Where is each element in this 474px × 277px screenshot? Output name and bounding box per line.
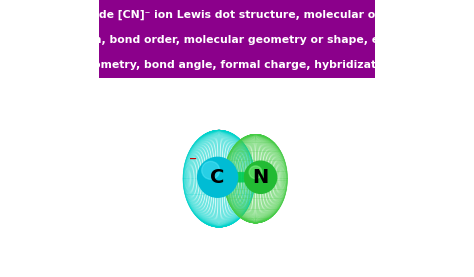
Text: −: −: [189, 154, 197, 164]
Text: N: N: [253, 168, 269, 187]
Ellipse shape: [216, 172, 262, 183]
Circle shape: [245, 161, 277, 193]
Circle shape: [198, 157, 237, 197]
Circle shape: [202, 161, 219, 179]
Circle shape: [249, 166, 262, 179]
Text: C: C: [210, 168, 225, 187]
Text: geometry, bond angle, formal charge, hybridization: geometry, bond angle, formal charge, hyb…: [79, 60, 395, 70]
Text: Cyanide [CN]⁻ ion Lewis dot structure, molecular orbital: Cyanide [CN]⁻ ion Lewis dot structure, m…: [65, 10, 409, 20]
Text: diagram, bond order, molecular geometry or shape, electron: diagram, bond order, molecular geometry …: [51, 35, 423, 45]
FancyBboxPatch shape: [99, 0, 375, 78]
